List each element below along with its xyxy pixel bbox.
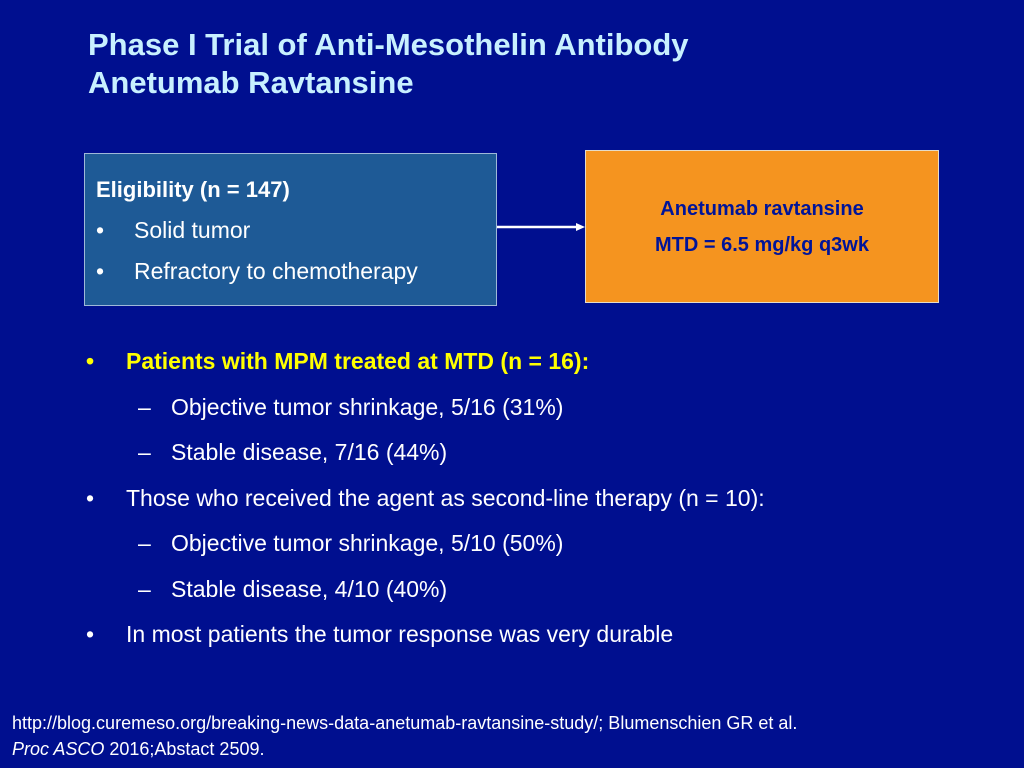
citation-line-1: http://blog.curemeso.org/breaking-news-d… [12, 713, 798, 733]
sub-list-item: – Stable disease, 7/16 (44%) [84, 438, 984, 484]
dash-marker: – [138, 393, 151, 420]
dash-marker: – [138, 530, 151, 556]
title-line-1: Phase I Trial of Anti-Mesothelin Antibod… [88, 27, 689, 62]
eligibility-box: Eligibility (n = 147) • Solid tumor • Re… [84, 153, 497, 306]
bullet-marker: • [86, 348, 95, 374]
sub-list-item-text: Objective tumor shrinkage, 5/16 (31%) [171, 393, 564, 420]
list-item-text: In most patients the tumor response was … [126, 621, 674, 647]
list-item: • Patients with MPM treated at MTD (n = … [84, 347, 984, 393]
citation-footer: http://blog.curemeso.org/breaking-news-d… [12, 710, 1017, 762]
eligibility-item-label: Refractory to chemotherapy [134, 258, 418, 284]
bullet-marker: • [96, 217, 105, 243]
title-line-2: Anetumab Ravtansine [88, 65, 414, 100]
slide-title: Phase I Trial of Anti-Mesothelin Antibod… [88, 26, 988, 102]
eligibility-item-label: Solid tumor [134, 217, 251, 243]
citation-journal: Proc ASCO [12, 739, 105, 759]
dash-marker: – [138, 439, 151, 465]
agent-dose: MTD = 6.5 mg/kg q3wk [655, 234, 869, 256]
bullet-marker: • [86, 621, 95, 647]
list-item: • In most patients the tumor response wa… [84, 620, 984, 666]
bullet-marker: • [96, 258, 105, 284]
list-item: • Those who received the agent as second… [84, 484, 984, 530]
results-list: • Patients with MPM treated at MTD (n = … [84, 347, 984, 666]
bullet-marker: • [86, 484, 95, 511]
agent-box: Anetumab ravtansine MTD = 6.5 mg/kg q3wk [585, 150, 939, 303]
sub-list-item: – Objective tumor shrinkage, 5/10 (50%) [84, 529, 984, 575]
sub-list-item: – Objective tumor shrinkage, 5/16 (31%) [84, 393, 984, 439]
agent-name: Anetumab ravtansine [660, 198, 864, 220]
sub-list-item-text: Stable disease, 4/10 (40%) [171, 575, 448, 602]
list-item-text: Patients with MPM treated at MTD (n = 16… [126, 348, 590, 374]
eligibility-heading: Eligibility (n = 147) [96, 177, 290, 202]
list-item-text: Those who received the agent as second-l… [126, 484, 765, 511]
citation-line-2: Proc ASCO 2016;Abstact 2509. [12, 736, 1017, 762]
sub-list-item-text: Stable disease, 7/16 (44%) [171, 439, 448, 465]
sub-list-item: – Stable disease, 4/10 (40%) [84, 575, 984, 621]
eligibility-item: • Refractory to chemotherapy [96, 257, 496, 285]
arrow-right-icon [497, 223, 585, 231]
eligibility-item: • Solid tumor [96, 216, 496, 244]
citation-ref: 2016;Abstact 2509. [104, 739, 265, 759]
dash-marker: – [138, 575, 151, 602]
sub-list-item-text: Objective tumor shrinkage, 5/10 (50%) [171, 530, 564, 556]
